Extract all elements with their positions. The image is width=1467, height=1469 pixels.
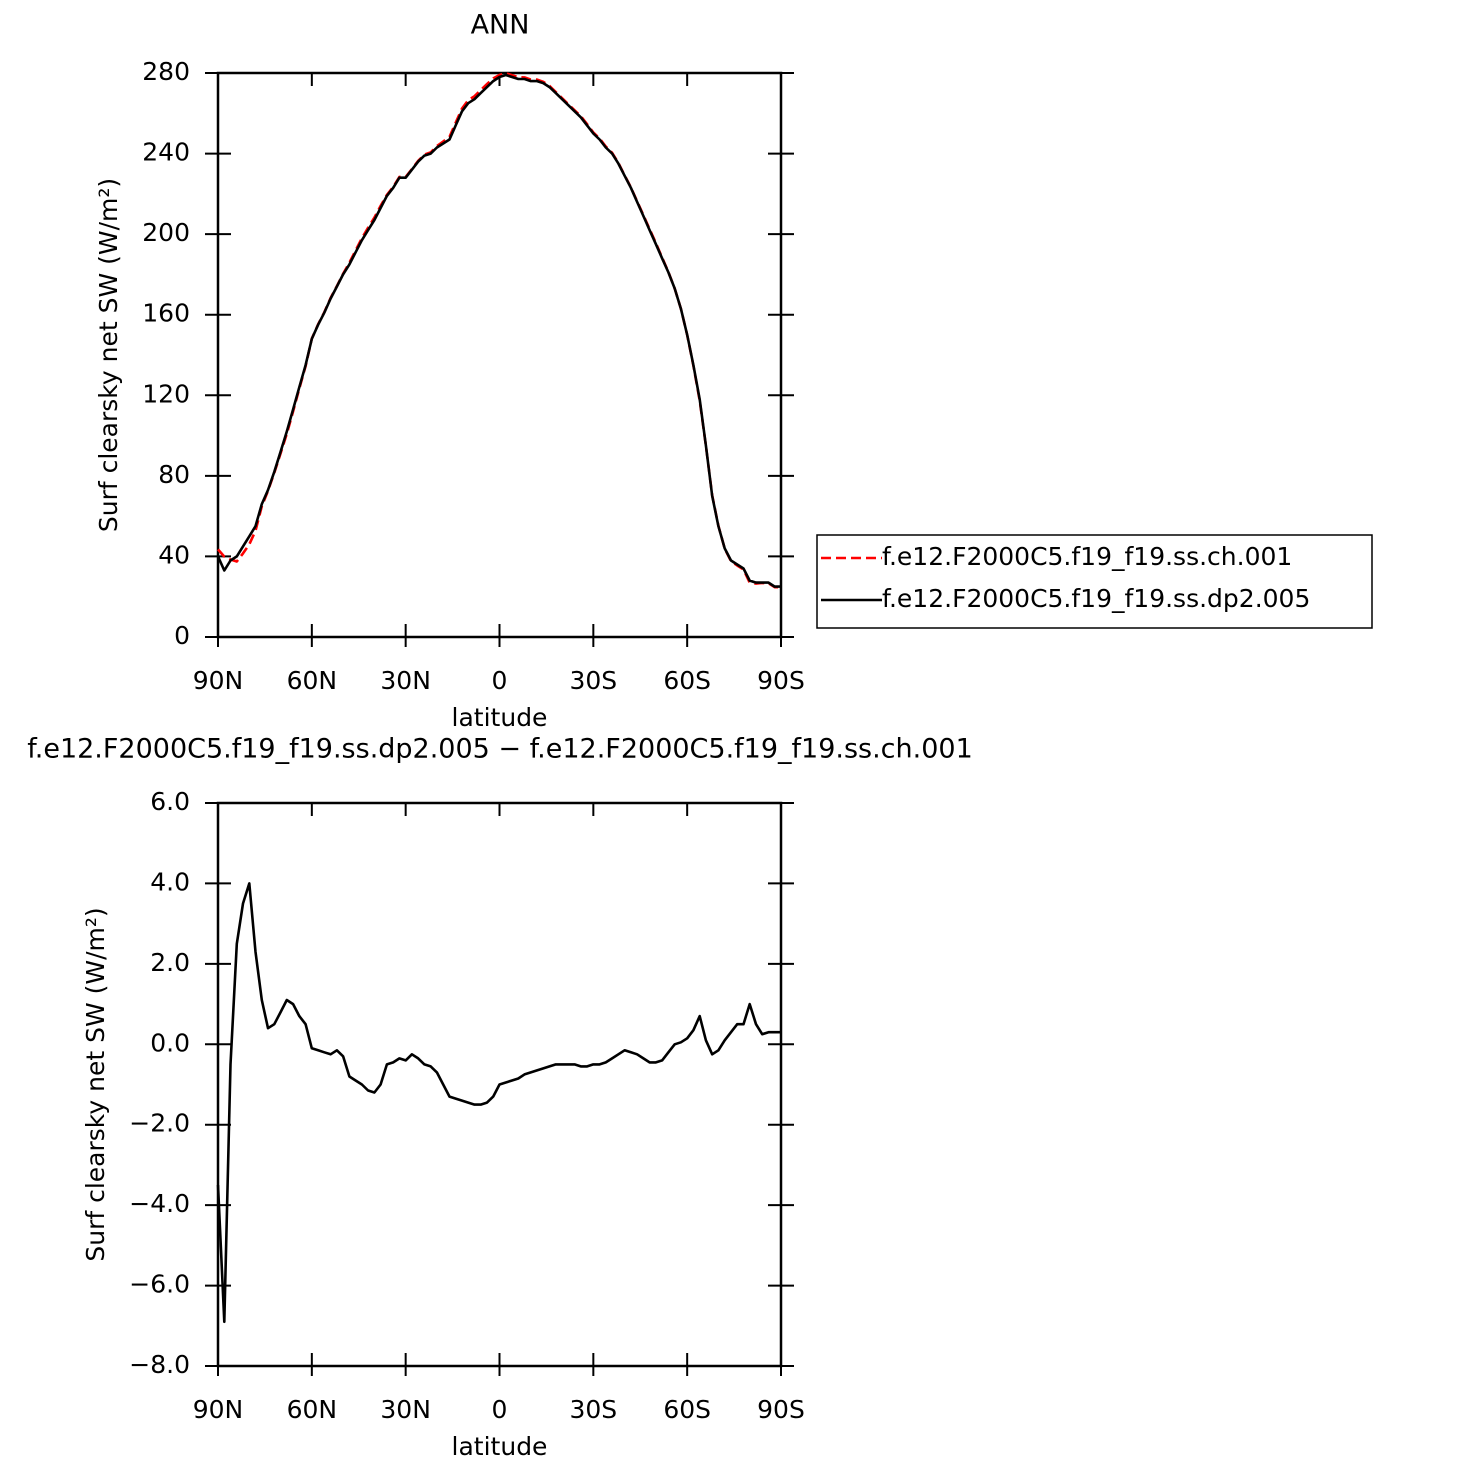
y-tick-label: 40 xyxy=(158,540,190,569)
y-tick-label: 160 xyxy=(142,299,190,328)
chart-title: ANN xyxy=(471,10,530,41)
y-axis-label: Surf clearsky net SW (W/m²) xyxy=(94,178,123,532)
plot-frame xyxy=(216,71,783,639)
x-tick-label: 90S xyxy=(757,666,805,695)
y-tick-label: 0.0 xyxy=(150,1028,190,1057)
x-tick-label: 30S xyxy=(569,666,617,695)
y-tick-label: 4.0 xyxy=(150,867,190,896)
y-axis-label: Surf clearsky net SW (W/m²) xyxy=(81,907,110,1261)
x-tick-label: 60S xyxy=(663,1395,711,1424)
y-tick-label: −6.0 xyxy=(129,1270,190,1299)
x-tick-label: 60S xyxy=(663,666,711,695)
y-tick-label: 6.0 xyxy=(150,787,190,816)
legend-label: f.e12.F2000C5.f19_f19.ss.dp2.005 xyxy=(882,584,1310,613)
x-tick-label: 30N xyxy=(380,666,431,695)
data-line xyxy=(216,882,781,1324)
x-tick-label: 60N xyxy=(287,1395,338,1424)
x-tick-label: 0 xyxy=(492,666,508,695)
y-tick-label: −8.0 xyxy=(129,1350,190,1379)
legend-label: f.e12.F2000C5.f19_f19.ss.ch.001 xyxy=(882,542,1292,571)
y-tick-label: 80 xyxy=(158,460,190,489)
x-tick-label: 90N xyxy=(193,666,244,695)
y-tick-label: −4.0 xyxy=(129,1189,190,1218)
y-tick-label: 280 xyxy=(142,57,190,86)
y-tick-label: 120 xyxy=(142,379,190,408)
x-tick-label: 60N xyxy=(287,666,338,695)
x-tick-label: 90N xyxy=(193,1395,244,1424)
y-tick-label: 0 xyxy=(174,621,190,650)
y-tick-label: 200 xyxy=(142,218,190,247)
chart-title: f.e12.F2000C5.f19_f19.ss.dp2.005 − f.e12… xyxy=(27,734,973,765)
data-line xyxy=(216,73,781,588)
x-tick-label: 30N xyxy=(380,1395,431,1424)
x-tick-label: 0 xyxy=(492,1395,508,1424)
y-tick-label: 240 xyxy=(142,138,190,167)
x-axis-label: latitude xyxy=(452,1432,548,1461)
x-tick-label: 30S xyxy=(569,1395,617,1424)
x-tick-label: 90S xyxy=(757,1395,805,1424)
x-axis-label: latitude xyxy=(452,703,548,732)
legend-box xyxy=(816,534,1373,629)
y-tick-label: 2.0 xyxy=(150,948,190,977)
y-tick-label: −2.0 xyxy=(129,1109,190,1138)
data-line xyxy=(217,71,781,589)
